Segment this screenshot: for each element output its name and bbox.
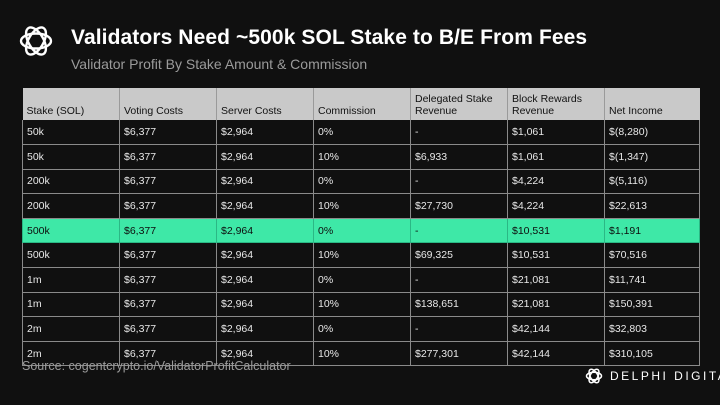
table-cell: 10% bbox=[313, 292, 411, 318]
column-header: Block Rewards Revenue bbox=[507, 88, 605, 120]
table-cell: 10% bbox=[313, 144, 411, 170]
table-cell: $22,613 bbox=[604, 193, 700, 219]
table-cell: $6,377 bbox=[119, 341, 217, 367]
table-cell: $1,061 bbox=[507, 144, 605, 170]
table-cell: $6,377 bbox=[119, 316, 217, 342]
column-header: Server Costs bbox=[216, 88, 314, 120]
table-cell: $27,730 bbox=[410, 193, 508, 219]
table-cell: $21,081 bbox=[507, 292, 605, 318]
column-header: Delegated Stake Revenue bbox=[410, 88, 508, 120]
table-cell: 0% bbox=[313, 316, 411, 342]
validator-profit-table-container: Stake (SOL) Voting Costs Server Costs Commi… bbox=[22, 88, 700, 367]
table-cell: $2,964 bbox=[216, 242, 314, 269]
table-row: 200k $6,377 $2,964 10% $27,730 $4,224 $22,613 bbox=[22, 193, 700, 219]
table-cell: $2,964 bbox=[216, 120, 314, 146]
table-cell: $2,964 bbox=[216, 169, 314, 195]
table-body: 50k $6,377 $2,964 0% - $1,061 $(8,280) 50k $6,37… bbox=[22, 120, 700, 367]
table-cell: - bbox=[410, 169, 508, 195]
table-row: 500k $6,377 $2,964 0% - $10,531 $1,191 bbox=[22, 218, 700, 244]
brand-name: DELPHI DIGITAL bbox=[610, 369, 720, 383]
table-cell: $11,741 bbox=[604, 267, 700, 293]
table-cell: $70,516 bbox=[604, 242, 700, 269]
table-cell: $4,224 bbox=[507, 193, 605, 219]
table-cell: 0% bbox=[313, 267, 411, 293]
table-row: 1m $6,377 $2,964 10% $138,651 $21,081 $150,391 bbox=[22, 292, 700, 318]
table-cell: 50k bbox=[22, 144, 120, 170]
table-cell: $2,964 bbox=[216, 341, 314, 367]
table-cell: 2m bbox=[22, 341, 120, 367]
table-cell: $6,377 bbox=[119, 218, 217, 244]
table-cell: - bbox=[410, 120, 508, 146]
table-cell: - bbox=[410, 267, 508, 293]
validator-profit-table: Stake (SOL) Voting Costs Server Costs Commi… bbox=[22, 88, 700, 367]
table-row: 200k $6,377 $2,964 0% - $4,224 $(5,116) bbox=[22, 169, 700, 195]
table-cell: $(5,116) bbox=[604, 169, 700, 195]
column-header: Net Income bbox=[609, 105, 663, 117]
table-cell: $150,391 bbox=[604, 292, 700, 318]
column-header: Stake (SOL) bbox=[22, 88, 120, 120]
table-cell: 10% bbox=[313, 341, 411, 367]
table-cell: 200k bbox=[22, 169, 120, 195]
table-cell: $69,325 bbox=[410, 242, 508, 269]
table-cell: $6,377 bbox=[119, 169, 217, 195]
table-cell: $2,964 bbox=[216, 316, 314, 342]
table-cell: 500k bbox=[22, 242, 120, 269]
table-cell: 1m bbox=[22, 292, 120, 318]
table-cell: $138,651 bbox=[410, 292, 508, 318]
table-cell: $1,191 bbox=[604, 218, 700, 244]
table-cell: $21,081 bbox=[507, 267, 605, 293]
table-cell: $6,377 bbox=[119, 267, 217, 293]
table-row: 2m $6,377 $2,964 0% - $42,144 $32,803 bbox=[22, 316, 700, 342]
table-cell: $(8,280) bbox=[604, 120, 700, 146]
table-row: 2m $6,377 $2,964 10% $277,301 $42,144 $310,105 bbox=[22, 341, 700, 367]
table-cell: $4,224 bbox=[507, 169, 605, 195]
table-cell: 0% bbox=[313, 169, 411, 195]
table-cell: 0% bbox=[313, 120, 411, 146]
table-header-row: Stake (SOL) Voting Costs Server Costs Commi… bbox=[22, 88, 700, 120]
table-cell: 10% bbox=[313, 193, 411, 219]
page-title: Validators Need ~500k SOL Stake to B/E F… bbox=[71, 26, 588, 49]
table-cell: $42,144 bbox=[507, 316, 605, 342]
table-row: 50k $6,377 $2,964 0% - $1,061 $(8,280) bbox=[22, 120, 700, 146]
table-cell: 200k bbox=[22, 193, 120, 219]
table-cell: 500k bbox=[22, 218, 120, 244]
table-cell: $6,933 bbox=[410, 144, 508, 170]
delphi-brand-icon bbox=[585, 368, 603, 384]
table-row: 50k $6,377 $2,964 10% $6,933 $1,061 $(1,347) bbox=[22, 144, 700, 170]
table-cell: 2m bbox=[22, 316, 120, 342]
table-row: 500k $6,377 $2,964 10% $69,325 $10,531 $70,516 bbox=[22, 242, 700, 269]
table-cell: $2,964 bbox=[216, 218, 314, 244]
table-cell: $277,301 bbox=[410, 341, 508, 367]
delphi-logo-icon bbox=[19, 26, 53, 56]
page-subtitle: Validator Profit By Stake Amount & Commi… bbox=[71, 56, 368, 72]
table-cell: 10% bbox=[313, 242, 411, 269]
column-header: Commission bbox=[313, 88, 411, 120]
table-cell: $2,964 bbox=[216, 292, 314, 318]
source-note: Source: cogentcrypto.io/ValidatorProfitC… bbox=[22, 359, 291, 373]
table-cell: $6,377 bbox=[119, 242, 217, 269]
table-cell: $6,377 bbox=[119, 292, 217, 318]
column-header: Voting Costs bbox=[119, 88, 217, 120]
table-cell: 1m bbox=[22, 267, 120, 293]
table-cell: $2,964 bbox=[216, 267, 314, 293]
table-cell: $2,964 bbox=[216, 144, 314, 170]
brand-logo: DELPHI DIGITAL bbox=[584, 366, 720, 386]
table-cell: $1,061 bbox=[507, 120, 605, 146]
table-cell: $32,803 bbox=[604, 316, 700, 342]
table-cell: 50k bbox=[22, 120, 120, 146]
table-cell: - bbox=[410, 218, 508, 244]
table-cell: $10,531 bbox=[507, 242, 605, 269]
table-cell: $42,144 bbox=[507, 341, 605, 367]
table-cell: - bbox=[410, 316, 508, 342]
table-cell: $6,377 bbox=[119, 144, 217, 170]
table-cell: $310,105 bbox=[604, 341, 700, 367]
table-cell: $10,531 bbox=[507, 218, 605, 244]
table-cell: $6,377 bbox=[119, 120, 217, 146]
table-cell: $(1,347) bbox=[604, 144, 700, 170]
table-row: 1m $6,377 $2,964 0% - $21,081 $11,741 bbox=[22, 267, 700, 293]
table-cell: $6,377 bbox=[119, 193, 217, 219]
table-cell: $2,964 bbox=[216, 193, 314, 219]
table-cell: 0% bbox=[313, 218, 411, 244]
